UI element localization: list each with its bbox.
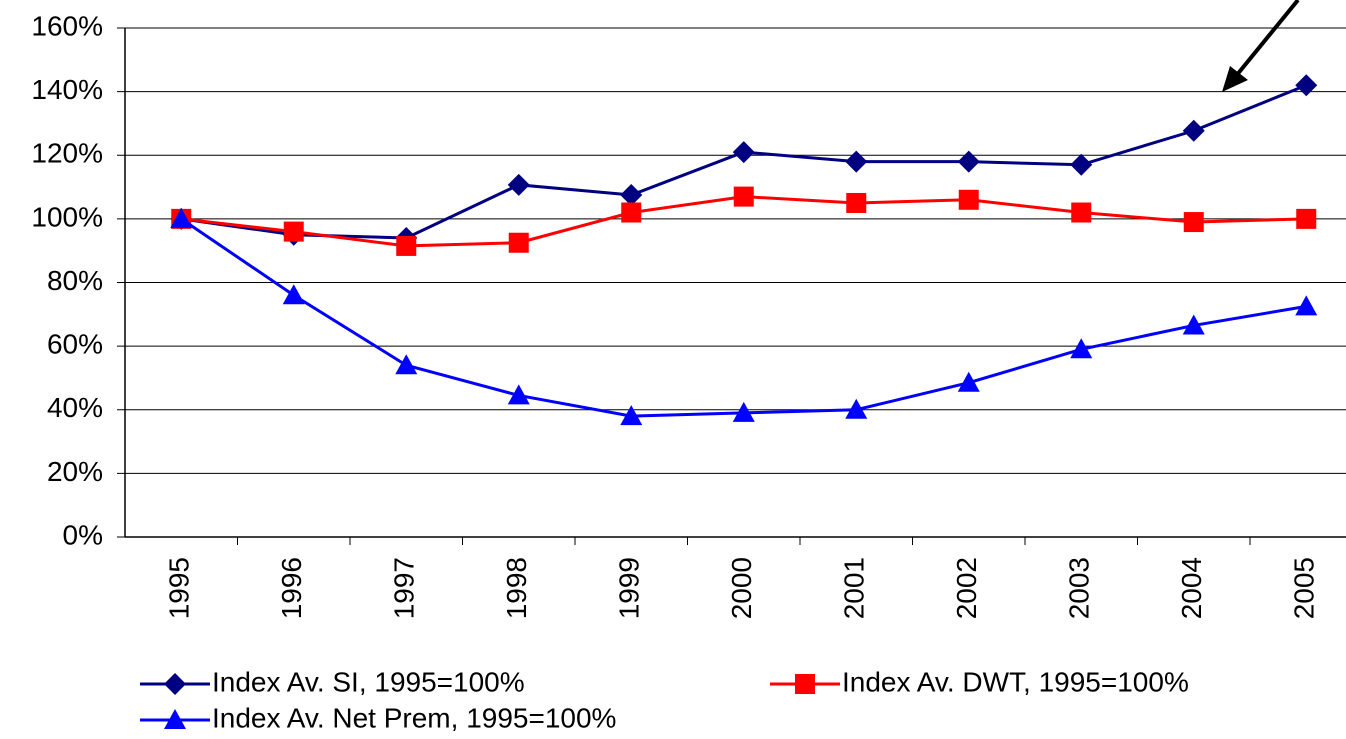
- marker: [845, 150, 868, 173]
- marker: [170, 207, 193, 228]
- marker: [282, 284, 305, 305]
- y-tick-label: 100%: [31, 201, 103, 232]
- x-tick-label: 1995: [164, 557, 195, 619]
- marker: [164, 673, 186, 695]
- x-tick-label: 2004: [1176, 557, 1207, 619]
- marker: [795, 674, 815, 694]
- marker: [732, 141, 755, 164]
- x-tick-label: 1997: [389, 557, 420, 619]
- y-tick-label: 40%: [47, 392, 103, 423]
- x-tick-label: 2002: [951, 557, 982, 619]
- marker: [1182, 314, 1205, 335]
- marker: [1183, 212, 1204, 233]
- legend-label: Index Av. SI, 1995=100%: [212, 666, 525, 697]
- marker: [621, 202, 642, 223]
- y-tick-label: 140%: [31, 74, 103, 105]
- y-tick-label: 80%: [47, 265, 103, 296]
- marker: [396, 235, 417, 256]
- arrow-head: [1222, 66, 1248, 92]
- legend-label: Index Av. Net Prem, 1995=100%: [212, 702, 616, 733]
- marker: [164, 709, 186, 729]
- marker: [1296, 208, 1317, 229]
- series-line: [180, 217, 1307, 418]
- marker: [1070, 338, 1093, 359]
- marker: [733, 186, 754, 207]
- marker: [507, 173, 530, 196]
- x-tick-label: 1998: [501, 557, 532, 619]
- y-tick-label: 160%: [31, 10, 103, 41]
- x-tick-label: 2001: [839, 557, 870, 619]
- annotation-arrow: [1234, 0, 1300, 78]
- legend-label: Index Av. DWT, 1995=100%: [842, 666, 1189, 697]
- marker: [957, 150, 980, 173]
- y-tick-label: 20%: [47, 456, 103, 487]
- marker: [732, 401, 755, 422]
- marker: [958, 189, 979, 210]
- y-tick-label: 120%: [31, 138, 103, 169]
- marker: [845, 398, 868, 419]
- y-tick-label: 60%: [47, 329, 103, 360]
- x-tick-label: 2003: [1064, 557, 1095, 619]
- marker: [1071, 202, 1092, 223]
- marker: [957, 371, 980, 392]
- marker: [1070, 153, 1093, 176]
- marker: [620, 405, 643, 426]
- marker: [283, 221, 304, 242]
- marker: [846, 192, 867, 213]
- x-tick-label: 1996: [276, 557, 307, 619]
- marker: [508, 232, 529, 253]
- marker: [395, 354, 418, 375]
- y-tick-label: 0%: [63, 519, 103, 550]
- marker: [620, 184, 643, 207]
- x-tick-label: 1999: [614, 557, 645, 619]
- marker: [1295, 295, 1318, 316]
- marker: [507, 384, 530, 405]
- marker: [1295, 74, 1318, 97]
- x-tick-label: 2000: [726, 557, 757, 619]
- x-tick-label: 2005: [1289, 557, 1320, 619]
- marker: [1182, 119, 1205, 142]
